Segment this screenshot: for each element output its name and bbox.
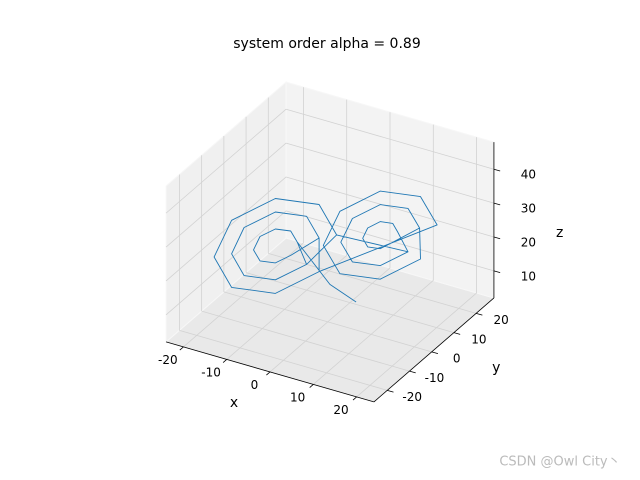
z-tick <box>493 202 501 206</box>
y-tick-label: 10 <box>471 332 486 346</box>
grid-line <box>165 176 287 282</box>
z-tick-label: 40 <box>521 168 536 182</box>
grid-line <box>285 210 495 272</box>
x-axis-line <box>165 341 375 403</box>
y-tick-label: 20 <box>493 313 508 327</box>
grid-line <box>183 242 304 348</box>
z-tick-label: 20 <box>521 235 536 249</box>
grid-line <box>269 267 391 373</box>
x-axis-label: x <box>230 395 238 411</box>
y-tick-label: -10 <box>425 371 445 385</box>
y-tick <box>409 370 416 374</box>
watermark: CSDN @Owl City丶 <box>499 455 620 470</box>
x-tick-label: 20 <box>333 403 348 417</box>
y-tick <box>453 332 461 335</box>
grid-line <box>313 280 434 385</box>
y-tick <box>387 389 394 393</box>
z-tick-label: 30 <box>521 202 536 216</box>
grid-line <box>201 310 410 372</box>
y-axis-label: y <box>492 360 500 376</box>
grid-line <box>223 291 432 353</box>
z-axis-label: z <box>556 225 563 241</box>
z-tick <box>493 270 501 274</box>
grid-line <box>226 255 347 360</box>
x-tick <box>352 396 357 401</box>
trajectory-line <box>213 190 438 303</box>
x-tick-label: -20 <box>158 353 178 367</box>
z-tick-label: 10 <box>521 269 536 283</box>
x-tick-label: 10 <box>290 390 305 404</box>
grid-line <box>285 108 495 170</box>
grid-line <box>285 142 495 204</box>
z-tick <box>493 236 501 240</box>
grid-line <box>165 210 287 316</box>
grid-line <box>245 272 455 334</box>
x-tick <box>179 346 184 351</box>
x-tick <box>309 384 314 388</box>
x-tick <box>222 359 227 363</box>
x-tick-label: 0 <box>251 378 259 392</box>
x-tick-label: -10 <box>201 365 221 379</box>
grid-line <box>179 329 388 391</box>
y-tick <box>431 351 439 355</box>
grid-line <box>165 108 287 214</box>
grid-line <box>268 252 477 314</box>
y-axis-line <box>373 297 495 403</box>
grid-line <box>356 292 477 398</box>
y-tick-label: -20 <box>402 390 422 404</box>
y-tick <box>476 312 483 316</box>
grid-line <box>165 142 287 248</box>
x-tick <box>266 371 271 376</box>
z-tick <box>493 168 501 172</box>
chart-title: system order alpha = 0.89 <box>233 36 420 52</box>
grid-line <box>285 176 495 238</box>
y-tick-label: 0 <box>453 352 461 366</box>
